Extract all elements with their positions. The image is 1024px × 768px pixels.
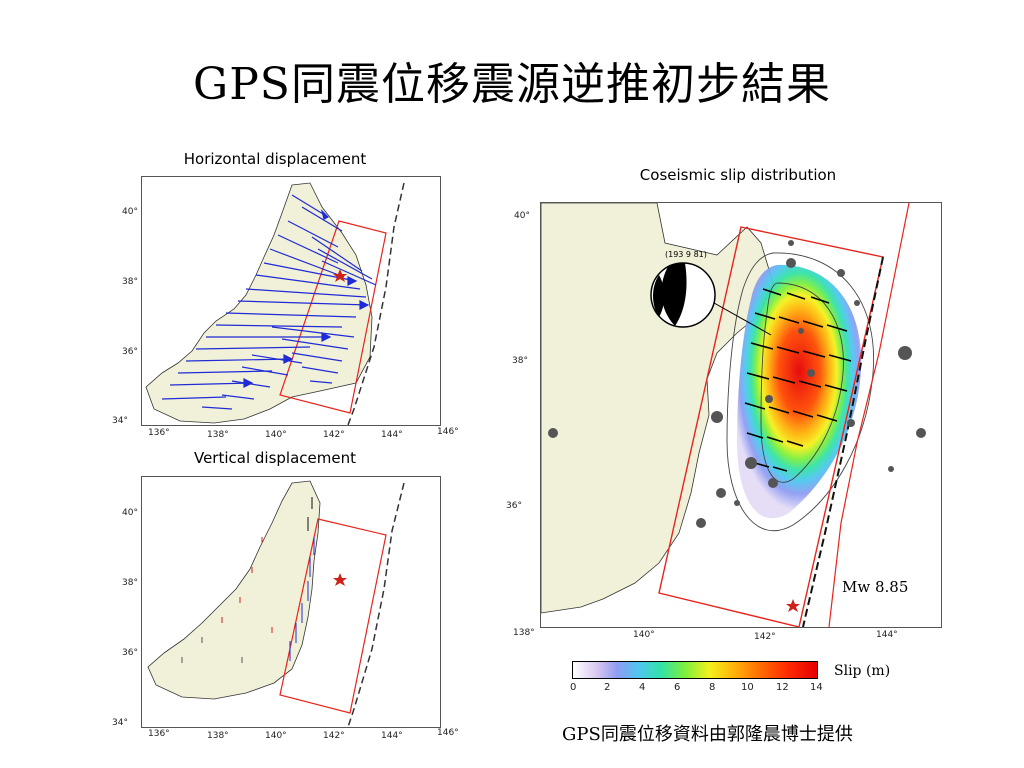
horizontal-caption: Horizontal displacement xyxy=(183,150,367,168)
slip-contour xyxy=(760,282,844,483)
fault-plane-box xyxy=(279,518,387,714)
slip-colorbar xyxy=(572,661,818,679)
trench-line xyxy=(347,182,405,425)
lat-tick: 38° xyxy=(122,578,138,588)
fault-plane-box xyxy=(658,226,884,627)
plate-boundary xyxy=(828,203,910,627)
data-credit: GPS同震位移資料由郭隆晨博士提供 xyxy=(562,724,853,745)
lat-tick: 36° xyxy=(122,347,138,357)
lon-tick: 146° xyxy=(437,427,459,437)
mechanism-label: (193 9 81) xyxy=(665,250,707,259)
mechanism-leader xyxy=(706,298,772,336)
lon-tick: 140° xyxy=(265,430,287,440)
lon-tick: 146° xyxy=(437,728,459,738)
lat-tick: 36° xyxy=(122,648,138,658)
vertical-displacement-arrows xyxy=(181,497,315,663)
colorbar-tick: 14 xyxy=(810,682,823,693)
vertical-caption: Vertical displacement xyxy=(193,449,356,467)
lat-tick: 38° xyxy=(122,277,138,287)
colorbar-tick: 12 xyxy=(776,682,789,693)
land-mass xyxy=(147,480,321,700)
lon-tick: 142° xyxy=(754,632,776,642)
horizontal-displacement-map xyxy=(141,176,441,426)
slip-caption: Coseismic slip distribution xyxy=(639,166,837,184)
trench-line xyxy=(802,256,884,627)
colorbar-tick: 8 xyxy=(709,682,716,693)
lon-tick: 142° xyxy=(323,731,345,741)
colorbar-tick: 10 xyxy=(741,682,754,693)
epicenter-star xyxy=(786,599,800,612)
lat-tick: 34° xyxy=(112,416,128,426)
land-mass xyxy=(541,203,774,614)
colorbar-label: Slip (m) xyxy=(834,663,891,679)
vertical-displacement-map xyxy=(141,476,441,728)
lon-tick: 144° xyxy=(381,430,403,440)
slip-vectors xyxy=(744,288,852,472)
lon-tick: 136° xyxy=(148,428,170,438)
lon-tick: 140° xyxy=(265,731,287,741)
colorbar-tick: 4 xyxy=(639,682,646,693)
lat-tick: 40° xyxy=(122,508,138,518)
lat-tick: 36° xyxy=(506,501,522,511)
focal-mechanism-beachball xyxy=(650,262,716,328)
lon-tick: 142° xyxy=(323,430,345,440)
lat-tick: 38° xyxy=(512,356,528,366)
trench-line xyxy=(347,482,405,727)
lon-tick: 138° xyxy=(513,628,535,638)
colorbar-tick: 0 xyxy=(570,682,577,693)
aftershock-dots xyxy=(548,240,926,528)
epicenter-star xyxy=(333,269,347,282)
lat-tick: 40° xyxy=(122,207,138,217)
epicenter-star xyxy=(333,573,347,586)
lon-tick: 144° xyxy=(381,731,403,741)
page-title: GPS同震位移震源逆推初步結果 xyxy=(193,59,831,110)
magnitude-label: Mw 8.85 xyxy=(842,578,909,596)
lon-tick: 136° xyxy=(148,729,170,739)
lon-tick: 144° xyxy=(876,630,898,640)
lon-tick: 138° xyxy=(207,731,229,741)
lon-tick: 138° xyxy=(207,430,229,440)
slip-distribution-map: (193 9 81) xyxy=(540,202,942,628)
lon-tick: 140° xyxy=(633,630,655,640)
colorbar-tick: 2 xyxy=(604,682,611,693)
lat-tick: 34° xyxy=(112,718,128,728)
land-mass xyxy=(145,182,373,424)
colorbar-tick: 6 xyxy=(674,682,681,693)
horizontal-displacement-arrows xyxy=(161,194,377,410)
lat-tick: 40° xyxy=(514,211,530,221)
slip-patch xyxy=(737,264,862,519)
